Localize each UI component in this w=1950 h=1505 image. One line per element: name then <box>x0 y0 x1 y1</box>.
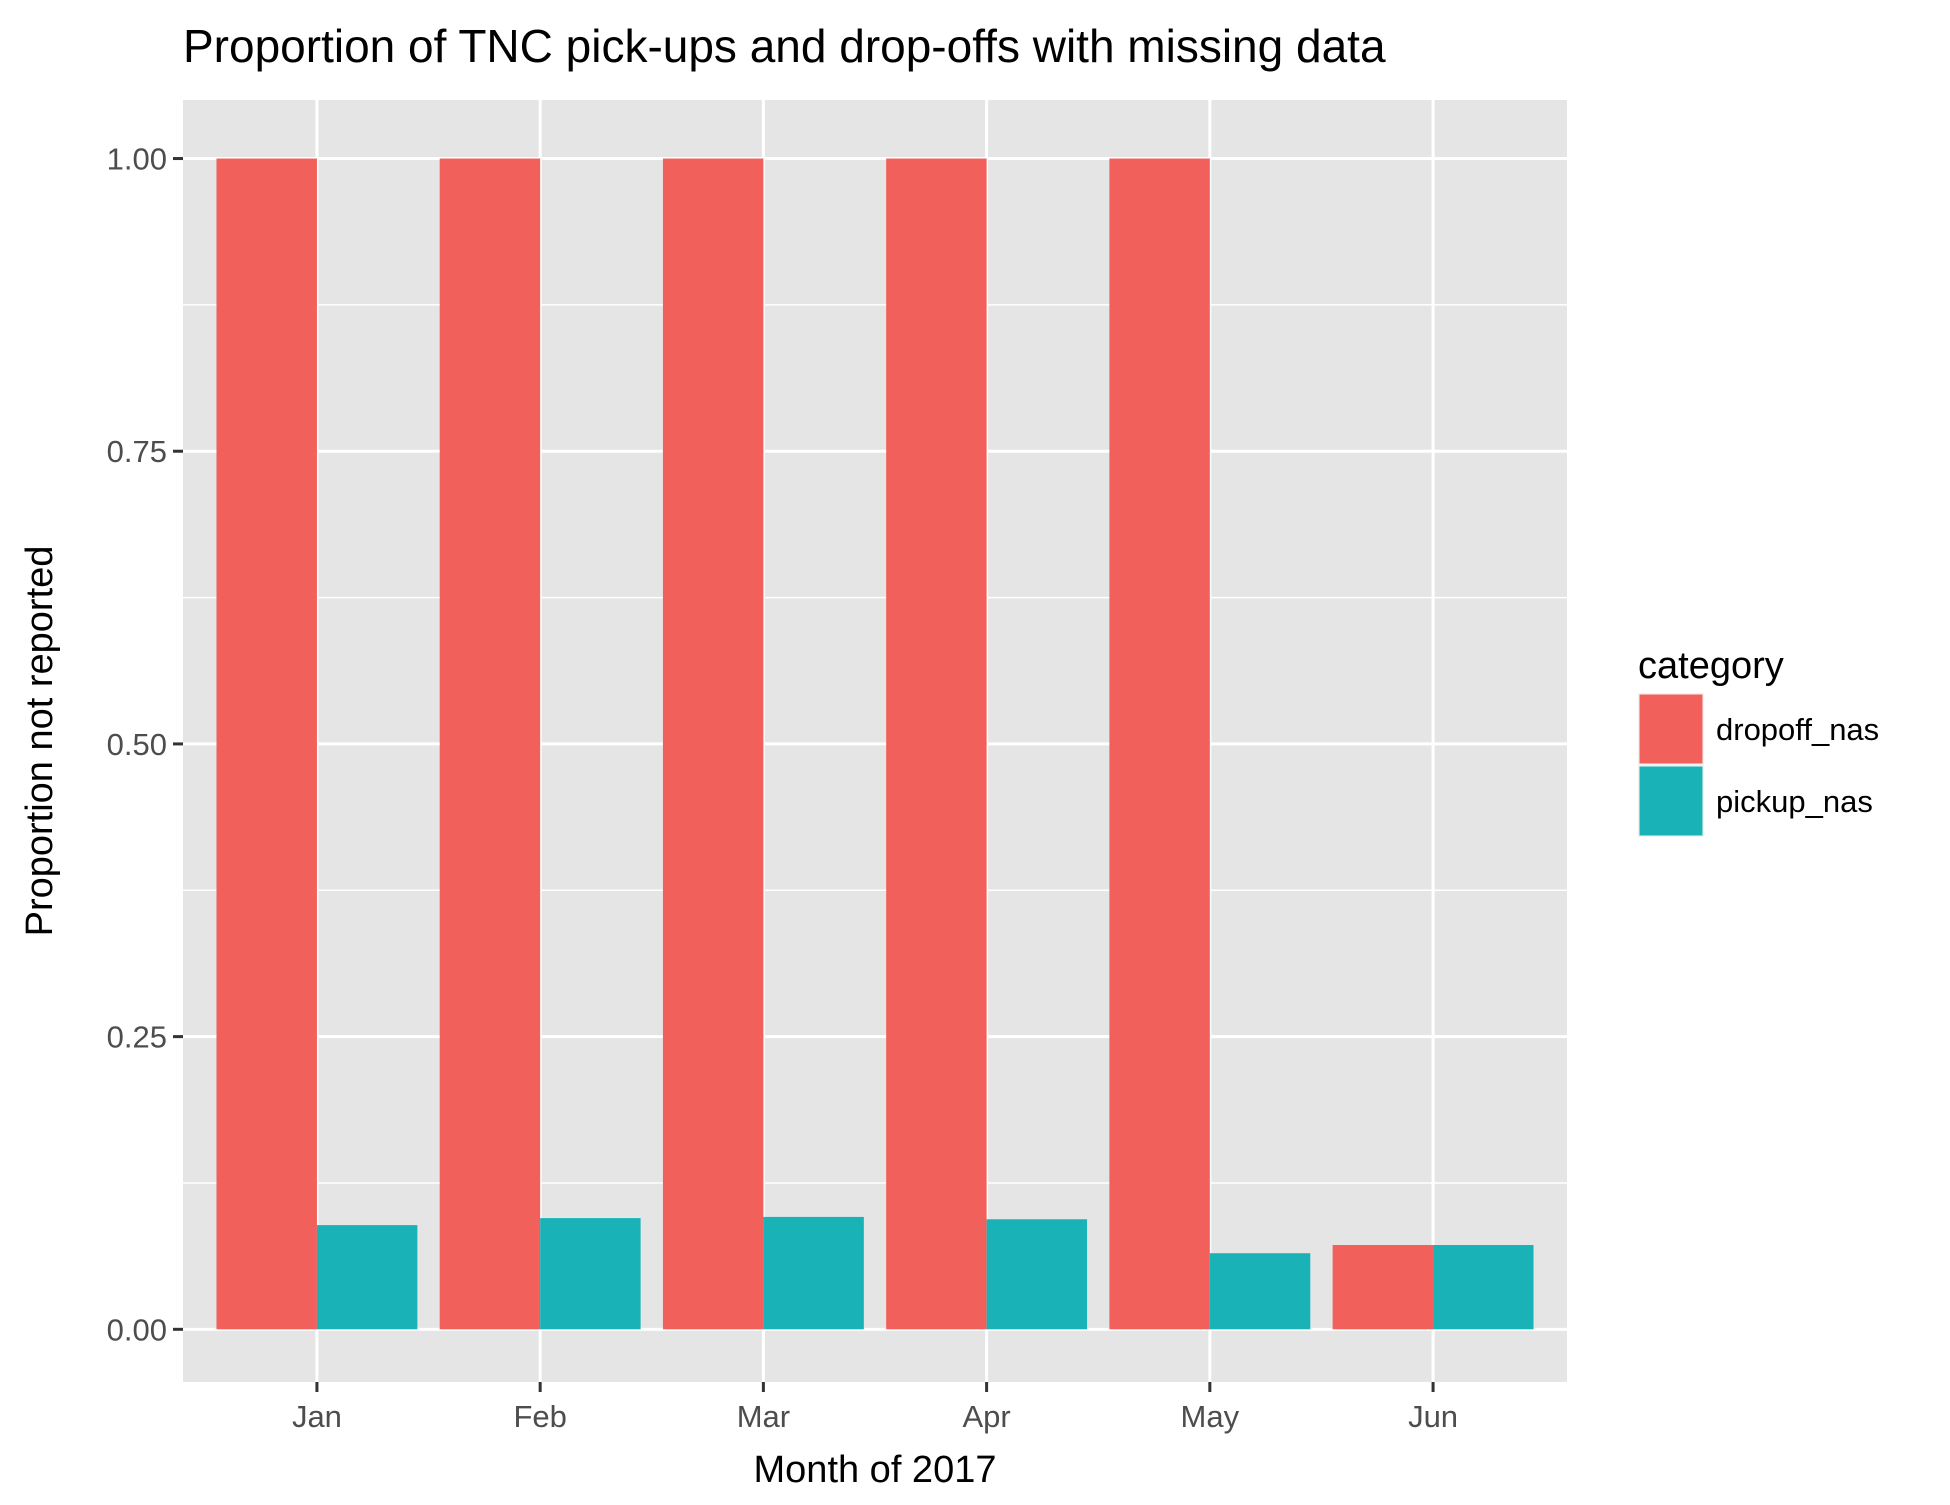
y-tick-label: 0.25 <box>107 1020 167 1055</box>
bar-pickup_nas <box>986 1219 1088 1330</box>
bar-dropoff_nas <box>886 158 987 1330</box>
legend-key-swatch <box>1639 694 1703 764</box>
y-tick-label: 0.75 <box>107 434 167 469</box>
bar-pickup_nas <box>540 1218 641 1330</box>
bar-dropoff_nas <box>439 158 541 1330</box>
y-tick-label: 0.00 <box>107 1312 167 1347</box>
legend-key-swatch <box>1639 766 1703 836</box>
x-tick-label: Jun <box>1408 1399 1458 1434</box>
x-tick-label: Apr <box>962 1399 1010 1434</box>
plot-panel <box>183 100 1567 1382</box>
axes: 0.00 0.25 0.50 0.75 1.00 Jan Feb Mar Apr May Jun <box>107 142 1458 1434</box>
legend: category dropoff_nas pickup_nas <box>1638 645 1879 837</box>
y-tick-label: 0.50 <box>107 727 167 762</box>
legend-label: dropoff_nas <box>1716 712 1879 747</box>
bar-dropoff_nas <box>216 158 317 1330</box>
bar-dropoff_nas <box>662 158 764 1330</box>
legend-title: category <box>1638 645 1784 687</box>
legend-label: pickup_nas <box>1716 784 1873 819</box>
x-axis-label: Month of 2017 <box>754 1449 997 1491</box>
y-tick-label: 1.00 <box>107 142 167 177</box>
bar-pickup_nas <box>316 1225 418 1330</box>
x-tick-label: Feb <box>513 1399 566 1434</box>
legend-items: dropoff_nas pickup_nas <box>1638 693 1879 837</box>
bar-pickup_nas <box>763 1216 864 1330</box>
bar-dropoff_nas <box>1109 158 1210 1330</box>
chart-title: Proportion of TNC pick-ups and drop-offs… <box>183 20 1386 72</box>
bar-pickup_nas <box>1209 1253 1311 1330</box>
x-tick-label: Jan <box>292 1399 342 1434</box>
x-tick-label: May <box>1181 1399 1240 1434</box>
bars <box>216 158 1534 1330</box>
bar-dropoff_nas <box>1332 1245 1434 1330</box>
bar-pickup_nas <box>1433 1245 1534 1330</box>
x-tick-label: Mar <box>737 1399 790 1434</box>
y-axis-label: Proportion not reported <box>19 546 61 937</box>
